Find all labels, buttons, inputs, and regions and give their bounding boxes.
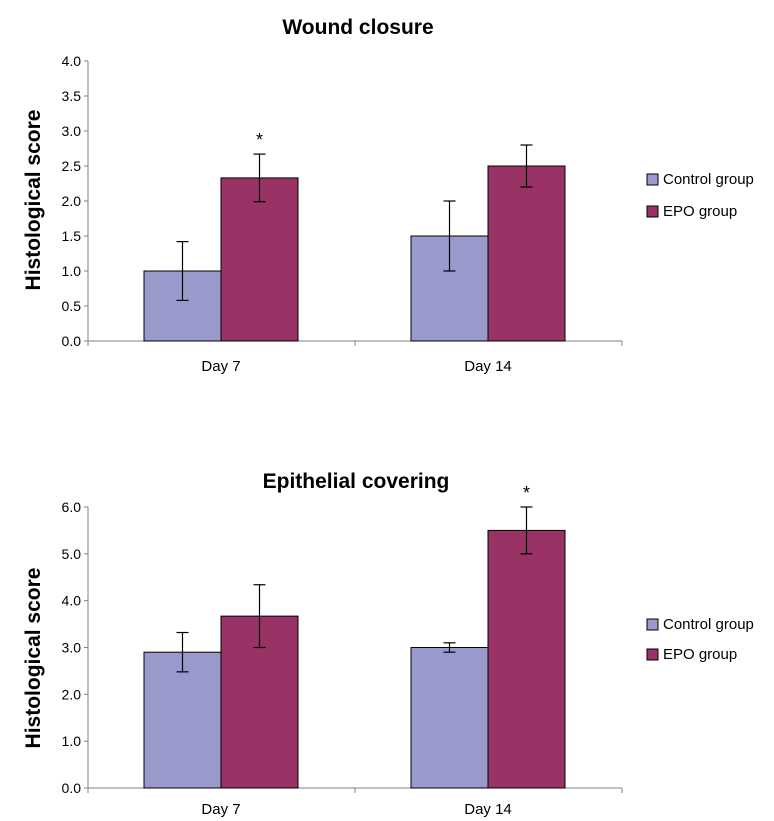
legend-swatch bbox=[646, 618, 659, 631]
y-tick-label: 0.5 bbox=[62, 298, 82, 314]
legend-swatch bbox=[646, 205, 659, 218]
y-tick-label: 1.0 bbox=[62, 263, 82, 279]
y-tick-label: 5.0 bbox=[62, 546, 82, 562]
y-tick-label: 2.0 bbox=[62, 193, 82, 209]
x-tick-label: Day 7 bbox=[201, 358, 240, 375]
y-tick-label: 3.0 bbox=[62, 123, 82, 139]
legend-swatch bbox=[646, 173, 659, 186]
legend-label: EPO group bbox=[663, 203, 737, 220]
legend-swatch bbox=[646, 648, 659, 661]
y-tick-label: 1.5 bbox=[62, 228, 82, 244]
y-tick-label: 1.0 bbox=[62, 733, 82, 749]
y-tick-label: 4.0 bbox=[62, 53, 82, 69]
legend-label: Control group bbox=[663, 171, 754, 188]
y-tick-label: 2.0 bbox=[62, 686, 82, 702]
y-axis-label: Histological score bbox=[22, 568, 45, 749]
y-tick-label: 6.0 bbox=[62, 499, 82, 515]
chart-panel-2: Epithelial covering Histological score 0.0… bbox=[22, 470, 754, 818]
bar bbox=[143, 651, 222, 789]
bar bbox=[220, 177, 299, 342]
y-axis-label: Histological score bbox=[22, 110, 45, 291]
y-tick-label: 2.5 bbox=[62, 158, 82, 174]
significance-marker: * bbox=[523, 483, 530, 503]
y-tick-label: 3.5 bbox=[62, 88, 82, 104]
y-tick-label: 0.0 bbox=[62, 780, 82, 796]
legend-label: Control group bbox=[663, 616, 754, 633]
x-tick-label: Day 14 bbox=[464, 358, 512, 375]
chart-title: Wound closure bbox=[282, 16, 433, 39]
bar bbox=[487, 529, 566, 789]
y-tick-label: 0.0 bbox=[62, 333, 82, 349]
legend-label: EPO group bbox=[663, 646, 737, 663]
x-tick-label: Day 7 bbox=[201, 801, 240, 818]
chart-title: Epithelial covering bbox=[263, 470, 450, 493]
y-tick-label: 4.0 bbox=[62, 593, 82, 609]
bar bbox=[410, 647, 489, 789]
significance-marker: * bbox=[256, 130, 263, 150]
bar bbox=[487, 165, 566, 342]
x-tick-label: Day 14 bbox=[464, 801, 512, 818]
chart-panel-1: Wound closure Histological score 0.0 0.5 1.0… bbox=[22, 16, 754, 375]
y-tick-label: 3.0 bbox=[62, 640, 82, 656]
